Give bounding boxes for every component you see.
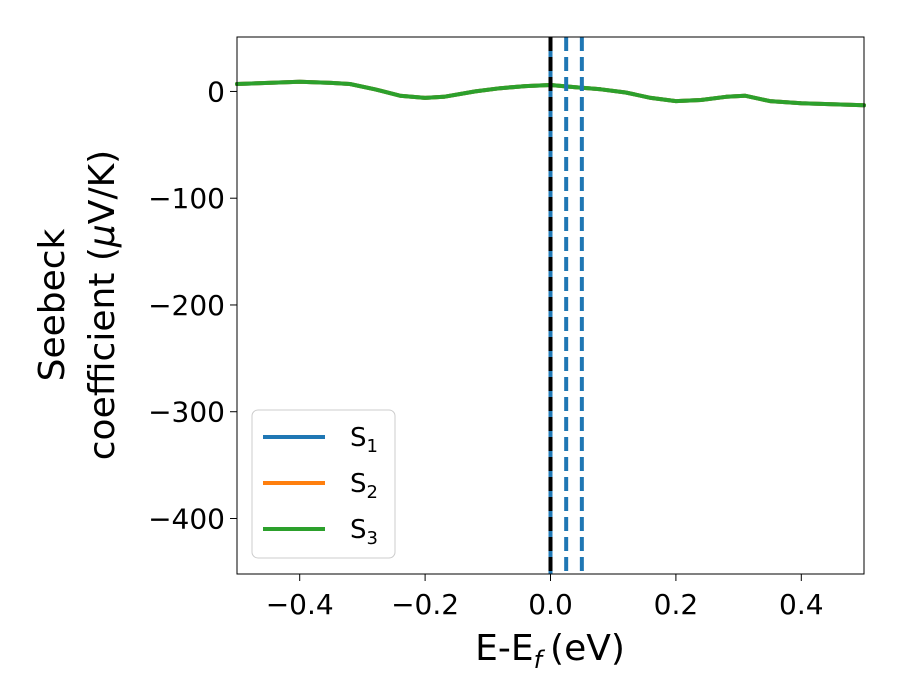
legend-label-1: S1: [350, 423, 378, 457]
vertical-markers: [548, 37, 584, 574]
legend-label-2: S2: [350, 469, 378, 503]
legend-label-3: S3: [350, 515, 378, 549]
y-axis-ticks: 0 −100 −200 −300 −400: [148, 75, 237, 535]
x-tick-label: −0.4: [266, 588, 334, 621]
x-axis-ticks: −0.4 −0.2 0.0 0.2 0.4: [266, 574, 824, 621]
x-tick-label: 0.2: [654, 588, 699, 621]
x-tick-label: −0.2: [391, 588, 459, 621]
y-axis-label: Seebeck coefficient (μV/K): [32, 150, 123, 460]
y-tick-label: −400: [148, 502, 225, 535]
x-tick-label: 0.0: [528, 588, 573, 621]
y-tick-label: −300: [148, 396, 225, 429]
y-axis-label-line2: coefficient (μV/K): [82, 150, 123, 460]
x-axis-label: E-Ef (eV): [475, 628, 625, 674]
y-tick-label: 0: [207, 75, 225, 108]
y-tick-label: −100: [148, 182, 225, 215]
y-tick-label: −200: [148, 289, 225, 322]
x-tick-label: 0.4: [779, 588, 824, 621]
y-axis-label-line1: Seebeck: [32, 228, 73, 381]
legend: S1 S2 S3: [251, 409, 396, 559]
